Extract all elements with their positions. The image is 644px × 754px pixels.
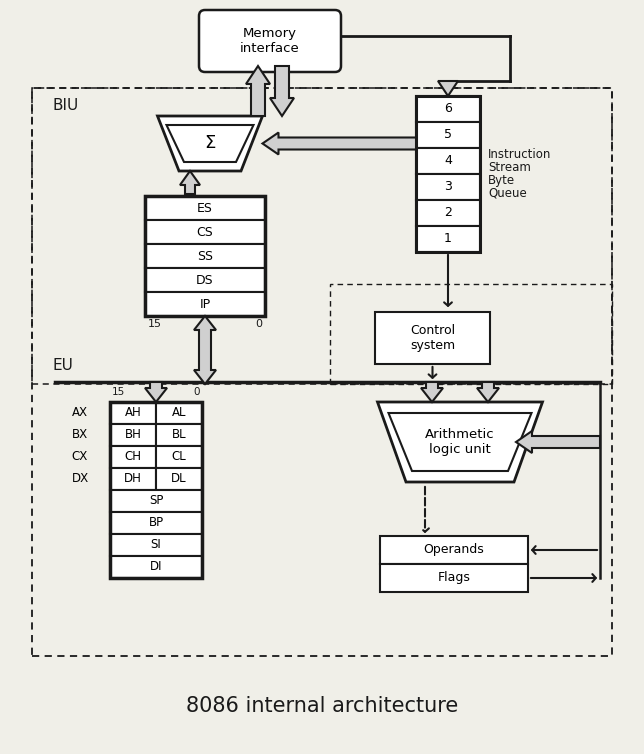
Text: 5: 5 [444, 128, 452, 142]
Text: 0: 0 [193, 387, 200, 397]
Text: SS: SS [197, 250, 213, 262]
Bar [416, 148, 480, 174]
Text: Operands: Operands [424, 544, 484, 556]
Text: DX: DX [71, 473, 89, 486]
Text: DH: DH [124, 473, 142, 486]
Text: Queue: Queue [488, 187, 527, 200]
Bar [32, 88, 612, 384]
Bar [110, 556, 202, 578]
Text: AL: AL [172, 406, 186, 419]
Text: CX: CX [72, 450, 88, 464]
Text: 6: 6 [444, 103, 452, 115]
Bar [110, 424, 156, 446]
Text: Stream: Stream [488, 161, 531, 174]
Bar [416, 174, 480, 200]
Bar [110, 402, 202, 578]
Text: Arithmetic
logic unit: Arithmetic logic unit [425, 428, 495, 456]
Bar [32, 88, 612, 656]
Text: AX: AX [72, 406, 88, 419]
Polygon shape [180, 171, 200, 194]
Text: DI: DI [150, 560, 162, 574]
Bar [156, 402, 202, 424]
Text: ES: ES [197, 201, 213, 214]
Polygon shape [194, 316, 216, 384]
Bar [380, 564, 528, 592]
Text: CS: CS [196, 225, 213, 238]
Text: 2: 2 [444, 207, 452, 219]
Bar [145, 268, 265, 292]
Text: 3: 3 [444, 180, 452, 194]
Polygon shape [158, 116, 263, 171]
Bar [416, 96, 480, 122]
Text: 4: 4 [444, 155, 452, 167]
Text: Memory
interface: Memory interface [240, 27, 300, 55]
Polygon shape [477, 382, 499, 402]
Text: 7: 7 [158, 387, 165, 397]
Text: SP: SP [149, 495, 163, 507]
Text: CH: CH [124, 450, 142, 464]
Text: Flags: Flags [437, 572, 470, 584]
Text: 15: 15 [112, 387, 125, 397]
Text: BL: BL [172, 428, 186, 442]
Text: 15: 15 [148, 319, 162, 329]
Text: BP: BP [148, 516, 164, 529]
Bar [380, 536, 528, 564]
Bar [110, 490, 202, 512]
Polygon shape [270, 66, 294, 116]
Polygon shape [388, 413, 531, 471]
Bar [110, 534, 202, 556]
Bar [156, 446, 202, 468]
Bar [375, 312, 490, 364]
Polygon shape [438, 81, 458, 96]
Bar [416, 200, 480, 226]
Bar [110, 446, 156, 468]
Bar [145, 220, 265, 244]
Polygon shape [377, 402, 542, 482]
Polygon shape [263, 133, 416, 155]
Text: CL: CL [171, 450, 186, 464]
Bar [156, 424, 202, 446]
Polygon shape [145, 382, 167, 402]
Text: AH: AH [125, 406, 142, 419]
Bar [156, 468, 202, 490]
Bar [416, 122, 480, 148]
Bar [416, 226, 480, 252]
Bar [110, 402, 156, 424]
Polygon shape [516, 431, 600, 453]
Bar [110, 468, 156, 490]
Text: Control
system: Control system [410, 324, 455, 352]
Bar [145, 292, 265, 316]
Text: 0: 0 [255, 319, 262, 329]
Text: IP: IP [200, 298, 211, 311]
Text: Σ: Σ [204, 134, 216, 152]
Text: EU: EU [52, 358, 73, 373]
Text: SI: SI [151, 538, 162, 551]
Bar [145, 196, 265, 220]
Text: DS: DS [196, 274, 214, 287]
Text: BH: BH [124, 428, 142, 442]
Bar [330, 284, 612, 384]
Text: 8086 internal architecture: 8086 internal architecture [186, 696, 458, 716]
Polygon shape [167, 125, 254, 162]
Bar [416, 96, 480, 252]
Text: Byte: Byte [488, 174, 515, 187]
Bar [110, 512, 202, 534]
Text: BIU: BIU [52, 99, 79, 114]
FancyBboxPatch shape [199, 10, 341, 72]
Bar [145, 196, 265, 316]
Text: Instruction: Instruction [488, 148, 551, 161]
Polygon shape [421, 382, 443, 402]
Text: DL: DL [171, 473, 187, 486]
Text: 1: 1 [444, 232, 452, 246]
Polygon shape [246, 66, 270, 116]
Text: 8: 8 [147, 387, 154, 397]
Bar [145, 244, 265, 268]
Text: BX: BX [72, 428, 88, 442]
